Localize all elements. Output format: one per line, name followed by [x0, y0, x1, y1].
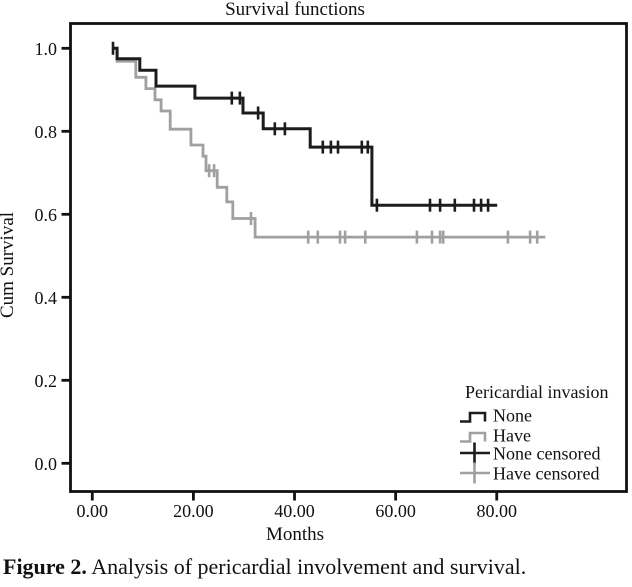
legend-plus-glyph-none-censored — [460, 442, 490, 464]
survival-chart: Survival functions 1.0 0.8 0.6 0.4 0.2 0.0 0.… — [0, 0, 628, 545]
x-axis-label: Months — [266, 524, 324, 545]
series-have — [112, 46, 546, 244]
legend-item-have-censored: Have censored — [493, 464, 599, 484]
censor-marks-have — [207, 164, 539, 244]
y-tick-label: 0.6 — [35, 205, 58, 225]
legend-item-none-censored: None censored — [493, 444, 600, 464]
legend: Pericardial invasion None Have None cens… — [460, 382, 608, 484]
survival-curves — [111, 41, 546, 244]
y-axis-label: Cum Survival — [0, 212, 18, 318]
y-tick-label: 0.8 — [35, 122, 58, 142]
figure-caption: Figure 2. Analysis of pericardial involv… — [3, 553, 629, 581]
legend-title: Pericardial invasion — [465, 382, 608, 402]
y-axis: 1.0 0.8 0.6 0.4 0.2 0.0 — [35, 39, 71, 474]
legend-item-none: None — [493, 406, 532, 426]
legend-item-have: Have — [493, 426, 531, 446]
survival-curve-have — [112, 46, 546, 239]
x-tick-label: 60.00 — [375, 501, 416, 521]
legend-step-glyph-none — [460, 411, 487, 423]
x-tick-label: 20.00 — [173, 501, 214, 521]
legend-plus-glyph-have-censored — [460, 462, 490, 484]
caption-text: Analysis of pericardial involvement and … — [86, 554, 527, 579]
x-tick-label: 40.00 — [274, 501, 315, 521]
caption-label: Figure 2. — [3, 554, 87, 579]
y-tick-label: 0.2 — [35, 371, 58, 391]
survival-curve-none — [112, 46, 498, 207]
x-axis: 0.00 20.00 40.00 60.00 80.00 — [77, 491, 517, 521]
y-tick-label: 1.0 — [35, 39, 58, 59]
x-tick-label: 80.00 — [476, 501, 517, 521]
chart-title: Survival functions — [225, 0, 365, 20]
y-tick-label: 0.4 — [35, 288, 58, 308]
series-none — [111, 41, 498, 212]
legend-step-glyph-have — [460, 431, 487, 443]
y-tick-label: 0.0 — [35, 454, 58, 474]
plot-box — [69, 22, 628, 493]
censor-marks-none — [111, 41, 490, 212]
x-tick-label: 0.00 — [77, 501, 109, 521]
